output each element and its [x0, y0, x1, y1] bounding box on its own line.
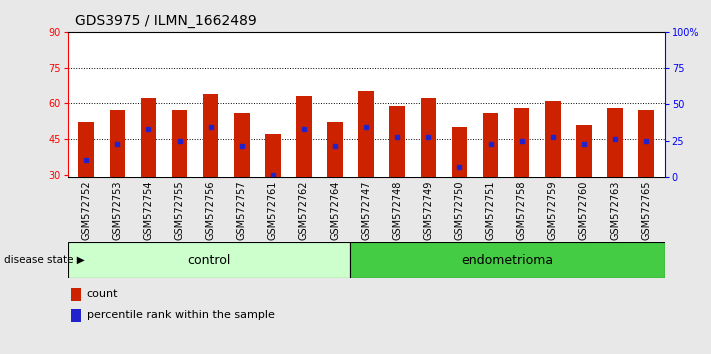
Text: GSM572765: GSM572765: [641, 180, 651, 240]
Bar: [265, 134, 281, 177]
Bar: [141, 98, 156, 177]
Bar: [421, 98, 436, 177]
Bar: [514, 108, 530, 177]
Text: GSM572758: GSM572758: [517, 180, 527, 240]
Bar: [638, 110, 654, 177]
Text: GDS3975 / ILMN_1662489: GDS3975 / ILMN_1662489: [75, 14, 257, 28]
Text: GSM572753: GSM572753: [112, 180, 122, 240]
Bar: [203, 94, 218, 177]
Text: GSM572754: GSM572754: [144, 180, 154, 240]
Text: GSM572759: GSM572759: [547, 180, 558, 240]
Text: GSM572756: GSM572756: [205, 180, 215, 240]
Text: GSM572761: GSM572761: [268, 180, 278, 240]
Bar: [390, 105, 405, 177]
Bar: [545, 101, 560, 177]
Text: GSM572760: GSM572760: [579, 180, 589, 240]
Bar: [296, 96, 311, 177]
Text: GSM572751: GSM572751: [486, 180, 496, 240]
Text: GSM572757: GSM572757: [237, 180, 247, 240]
Bar: [358, 91, 374, 177]
Text: GSM572764: GSM572764: [330, 180, 340, 240]
Text: GSM572747: GSM572747: [361, 180, 371, 240]
Text: GSM572762: GSM572762: [299, 180, 309, 240]
Bar: [78, 122, 94, 177]
Bar: [172, 110, 187, 177]
Text: GSM572748: GSM572748: [392, 180, 402, 240]
Bar: [607, 108, 623, 177]
Bar: [351, 242, 665, 278]
Bar: [70, 309, 81, 322]
Bar: [234, 113, 250, 177]
Text: GSM572752: GSM572752: [81, 180, 91, 240]
Text: GSM572763: GSM572763: [610, 180, 620, 240]
Text: percentile rank within the sample: percentile rank within the sample: [87, 310, 274, 320]
Text: endometrioma: endometrioma: [461, 254, 554, 267]
Bar: [483, 113, 498, 177]
Text: disease state ▶: disease state ▶: [4, 255, 85, 265]
Text: control: control: [187, 254, 230, 267]
Text: GSM572755: GSM572755: [174, 180, 185, 240]
Bar: [327, 122, 343, 177]
Bar: [451, 127, 467, 177]
Text: GSM572750: GSM572750: [454, 180, 464, 240]
Text: GSM572749: GSM572749: [423, 180, 434, 240]
Bar: [576, 125, 592, 177]
Bar: [70, 288, 81, 301]
Bar: [109, 110, 125, 177]
Bar: [68, 242, 351, 278]
Text: count: count: [87, 289, 118, 299]
